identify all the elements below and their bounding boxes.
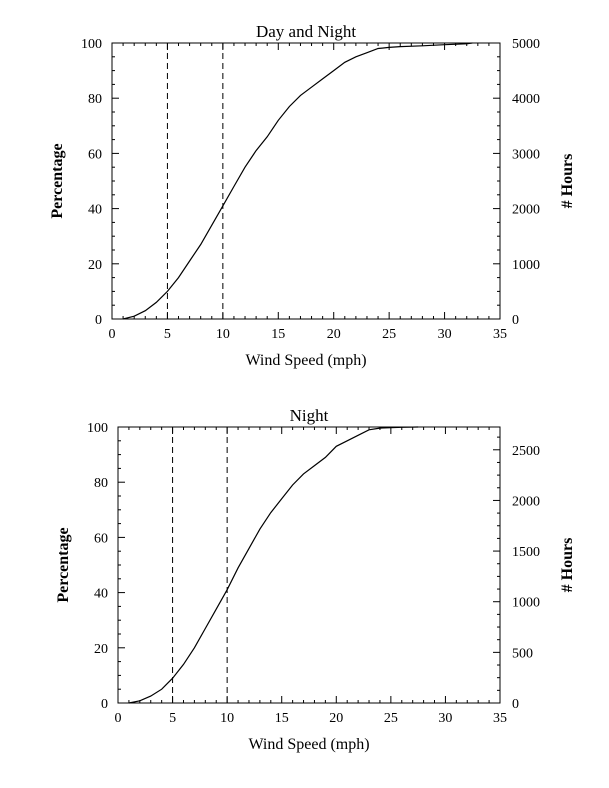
chart-title: Day and Night	[256, 22, 356, 41]
x-tick-label: 35	[493, 711, 507, 726]
plot-frame	[117, 426, 501, 704]
y2-axis-label: # Hours	[559, 538, 576, 593]
x-tick-label: 0	[115, 711, 122, 726]
plot-frame	[111, 42, 501, 320]
y-tick-label: 100	[81, 37, 102, 52]
y-tick-label: 40	[88, 203, 102, 218]
x-tick-label: 20	[327, 327, 341, 342]
y2-tick-label: 4000	[512, 92, 540, 107]
x-axis-label: Wind Speed (mph)	[245, 352, 366, 369]
y-tick-label: 40	[94, 587, 108, 602]
x-tick-label: 20	[329, 711, 343, 726]
x-tick-label: 15	[275, 711, 289, 726]
y2-tick-label: 1500	[512, 545, 540, 560]
y-tick-label: 100	[87, 421, 108, 436]
y-axis-label: Percentage	[49, 143, 66, 218]
x-tick-label: 35	[493, 327, 507, 342]
x-tick-label: 5	[164, 327, 171, 342]
y2-tick-label: 3000	[512, 147, 540, 162]
x-tick-label: 30	[438, 711, 452, 726]
x-tick-label: 10	[216, 327, 230, 342]
series-line	[122, 42, 473, 320]
y2-tick-label: 1000	[512, 596, 540, 611]
y-tick-label: 0	[101, 697, 108, 712]
x-tick-label: 0	[109, 327, 116, 342]
y2-tick-label: 2500	[512, 444, 540, 459]
x-tick-label: 5	[169, 711, 176, 726]
y2-tick-label: 5000	[512, 37, 540, 52]
y2-tick-label: 500	[512, 646, 533, 661]
y-tick-label: 80	[88, 92, 102, 107]
y2-tick-label: 2000	[512, 494, 540, 509]
y2-tick-label: 0	[512, 697, 519, 712]
y-tick-label: 20	[94, 642, 108, 657]
y-axis-label: Percentage	[55, 527, 72, 602]
x-tick-label: 25	[384, 711, 398, 726]
x-tick-label: 25	[382, 327, 396, 342]
chart-title: Night	[290, 406, 329, 425]
y2-tick-label: 2000	[512, 203, 540, 218]
y-tick-label: 80	[94, 476, 108, 491]
y2-axis-label: # Hours	[559, 154, 576, 209]
y-tick-label: 0	[95, 313, 102, 328]
y-tick-label: 60	[88, 147, 102, 162]
x-tick-label: 10	[220, 711, 234, 726]
x-axis-label: Wind Speed (mph)	[248, 736, 369, 753]
y-tick-label: 20	[88, 258, 102, 273]
x-tick-label: 30	[438, 327, 452, 342]
y2-tick-label: 0	[512, 313, 519, 328]
x-tick-label: 15	[271, 327, 285, 342]
series-line	[128, 426, 419, 704]
y-tick-label: 60	[94, 531, 108, 546]
y2-tick-label: 1000	[512, 258, 540, 273]
